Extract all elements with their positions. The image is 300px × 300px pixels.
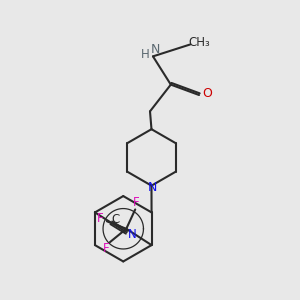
Text: C: C bbox=[112, 213, 120, 226]
Text: H: H bbox=[141, 48, 150, 62]
Text: N: N bbox=[147, 181, 157, 194]
Text: CH₃: CH₃ bbox=[189, 36, 211, 49]
Text: F: F bbox=[133, 196, 139, 209]
Text: N: N bbox=[151, 43, 160, 56]
Text: F: F bbox=[97, 212, 104, 226]
Text: O: O bbox=[202, 87, 212, 100]
Text: F: F bbox=[103, 242, 110, 255]
Text: N: N bbox=[128, 228, 137, 241]
